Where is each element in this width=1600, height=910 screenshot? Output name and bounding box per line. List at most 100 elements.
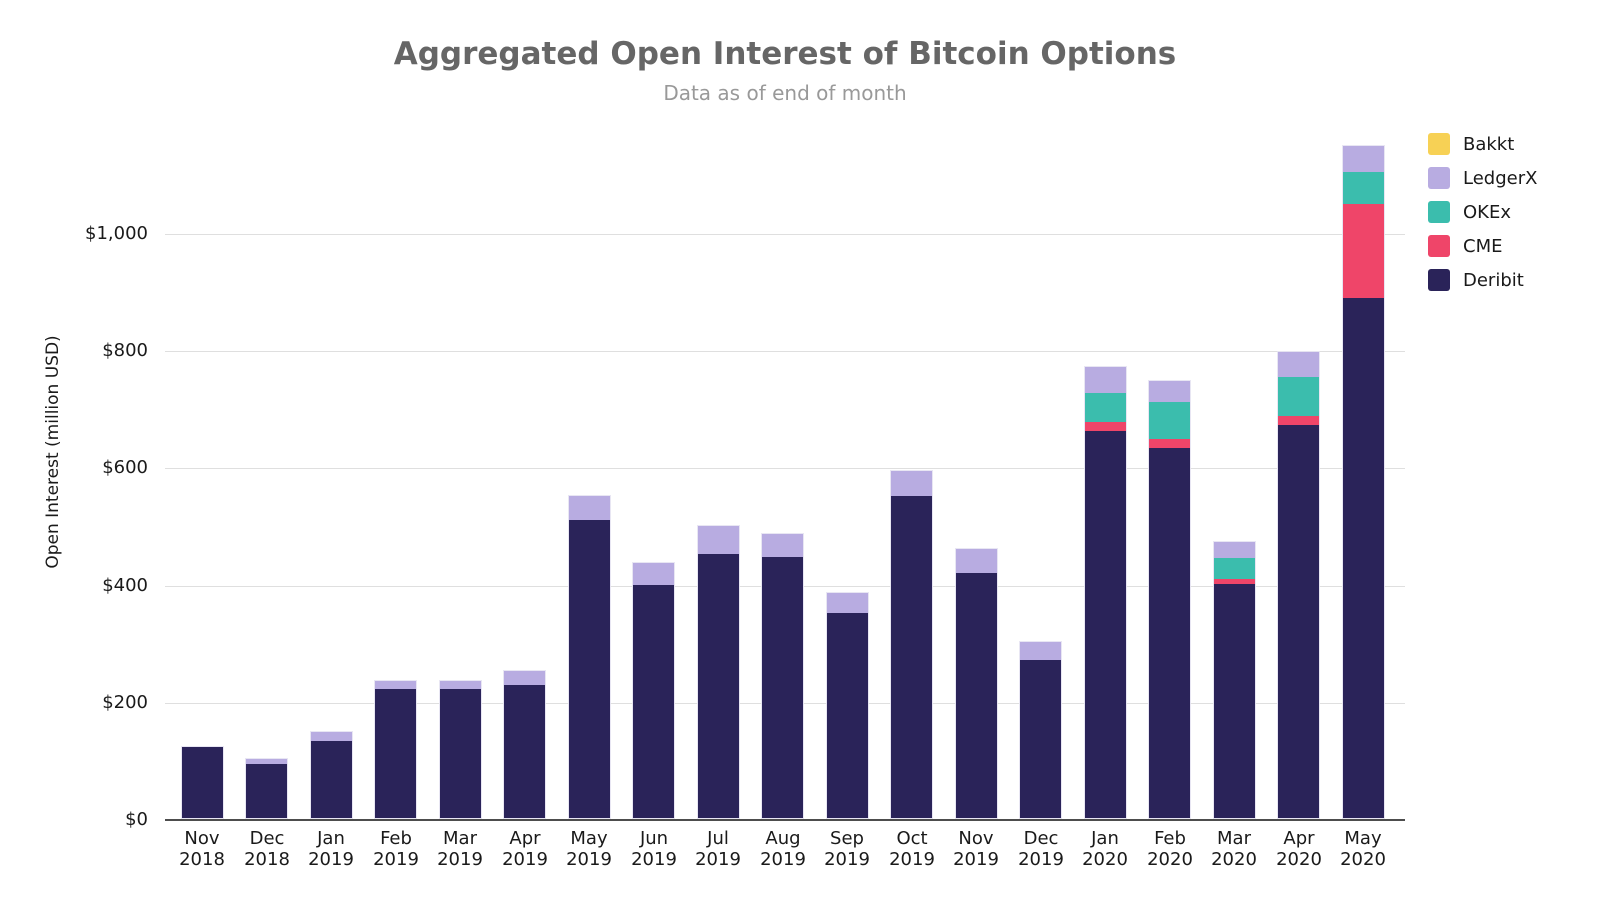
bar-segment-deribit[interactable] bbox=[1214, 584, 1255, 818]
bar-stack[interactable] bbox=[310, 731, 353, 819]
x-tick-label: Jul 2019 bbox=[676, 828, 760, 870]
bar-segment-ledgerx[interactable] bbox=[246, 759, 287, 764]
chart-subtitle: Data as of end of month bbox=[663, 81, 907, 105]
bar-segment-deribit[interactable] bbox=[246, 764, 287, 818]
bar-stack[interactable] bbox=[1148, 380, 1191, 819]
bar-stack[interactable] bbox=[1342, 145, 1385, 819]
bar-segment-ledgerx[interactable] bbox=[698, 526, 739, 554]
bar-stack[interactable] bbox=[1084, 366, 1127, 819]
x-tick-label: May 2019 bbox=[547, 828, 631, 870]
bar-segment-deribit[interactable] bbox=[504, 685, 545, 818]
bar-segment-ledgerx[interactable] bbox=[311, 732, 352, 741]
bar-segment-deribit[interactable] bbox=[633, 585, 674, 818]
x-tick-label-line: 2019 bbox=[953, 849, 999, 870]
bar-segment-ledgerx[interactable] bbox=[1149, 381, 1190, 402]
legend-label: LedgerX bbox=[1463, 167, 1538, 189]
x-tick-label-line: 2019 bbox=[566, 849, 612, 870]
bar-stack[interactable] bbox=[1019, 641, 1062, 819]
bar-segment-deribit[interactable] bbox=[311, 741, 352, 818]
bar-segment-ledgerx[interactable] bbox=[827, 593, 868, 613]
bar-stack[interactable] bbox=[568, 495, 611, 819]
bar-stack[interactable] bbox=[374, 680, 417, 819]
bar-segment-ledgerx[interactable] bbox=[956, 549, 997, 573]
bar-segment-deribit[interactable] bbox=[1278, 425, 1319, 818]
bar-stack[interactable] bbox=[245, 758, 288, 819]
bar-segment-okex[interactable] bbox=[1214, 558, 1255, 579]
bar-segment-cme[interactable] bbox=[1278, 416, 1319, 425]
bar-segment-okex[interactable] bbox=[1085, 393, 1126, 422]
legend-color-swatch-icon bbox=[1428, 269, 1450, 291]
x-tick-label-line: Jan bbox=[1091, 828, 1119, 849]
y-axis-title: Open Interest (million USD) bbox=[43, 335, 63, 569]
plot-area bbox=[165, 120, 1405, 821]
x-tick-label-line: 2020 bbox=[1276, 849, 1322, 870]
bar-stack[interactable] bbox=[1213, 541, 1256, 819]
bar-stack[interactable] bbox=[1277, 351, 1320, 819]
bar-segment-ledgerx[interactable] bbox=[1278, 352, 1319, 377]
bar-segment-okex[interactable] bbox=[1149, 402, 1190, 439]
x-tick-label: May 2020 bbox=[1321, 828, 1405, 870]
bar-stack[interactable] bbox=[439, 680, 482, 819]
legend-item-cme[interactable]: CME bbox=[1428, 235, 1537, 257]
legend-item-okex[interactable]: OKEx bbox=[1428, 201, 1537, 223]
bar-segment-ledgerx[interactable] bbox=[1214, 542, 1255, 558]
bar-stack[interactable] bbox=[697, 525, 740, 819]
bar-segment-ledgerx[interactable] bbox=[633, 563, 674, 585]
bar-segment-ledgerx[interactable] bbox=[762, 534, 803, 557]
bar-segment-deribit[interactable] bbox=[182, 747, 223, 818]
bar-segment-ledgerx[interactable] bbox=[1085, 367, 1126, 393]
x-tick-label-line: May bbox=[1344, 828, 1382, 849]
x-tick-label-line: 2020 bbox=[1211, 849, 1257, 870]
bar-segment-ledgerx[interactable] bbox=[1343, 146, 1384, 172]
bar-stack[interactable] bbox=[632, 562, 675, 819]
bar-segment-ledgerx[interactable] bbox=[1020, 642, 1061, 660]
bar-segment-ledgerx[interactable] bbox=[440, 681, 481, 689]
bar-segment-deribit[interactable] bbox=[827, 613, 868, 818]
bar-stack[interactable] bbox=[955, 548, 998, 819]
x-tick-label-line: 2019 bbox=[373, 849, 419, 870]
bar-segment-deribit[interactable] bbox=[440, 689, 481, 818]
bar-segment-deribit[interactable] bbox=[698, 554, 739, 818]
legend-item-bakkt[interactable]: Bakkt bbox=[1428, 133, 1537, 155]
x-tick-label: Mar 2019 bbox=[418, 828, 502, 870]
bar-stack[interactable] bbox=[826, 592, 869, 819]
bar-segment-cme[interactable] bbox=[1214, 579, 1255, 584]
bar-segment-ledgerx[interactable] bbox=[504, 671, 545, 685]
bar-segment-ledgerx[interactable] bbox=[569, 496, 610, 520]
bar-segment-deribit[interactable] bbox=[375, 689, 416, 818]
x-tick-label-line: 2018 bbox=[244, 849, 290, 870]
legend-item-ledgerx[interactable]: LedgerX bbox=[1428, 167, 1537, 189]
bar-segment-deribit[interactable] bbox=[1149, 448, 1190, 818]
x-tick-label-line: 2019 bbox=[695, 849, 741, 870]
bar-segment-okex[interactable] bbox=[1343, 172, 1384, 204]
bar-segment-deribit[interactable] bbox=[891, 496, 932, 818]
x-tick-label-line: Dec bbox=[1023, 828, 1059, 849]
bar-segment-deribit[interactable] bbox=[1020, 660, 1061, 818]
bar-segment-okex[interactable] bbox=[1278, 377, 1319, 416]
bar-segment-cme[interactable] bbox=[1085, 422, 1126, 431]
bar-stack[interactable] bbox=[890, 470, 933, 819]
bar-stack[interactable] bbox=[181, 746, 224, 819]
bar-segment-cme[interactable] bbox=[1149, 439, 1190, 448]
bar-segment-deribit[interactable] bbox=[1343, 298, 1384, 818]
x-tick-label: Mar 2020 bbox=[1192, 828, 1276, 870]
bar-segment-ledgerx[interactable] bbox=[375, 681, 416, 689]
bar-segment-ledgerx[interactable] bbox=[891, 471, 932, 496]
bar-segment-cme[interactable] bbox=[1343, 204, 1384, 298]
x-tick-label: Sep 2019 bbox=[805, 828, 889, 870]
x-tick-label-line: Oct bbox=[896, 828, 928, 849]
bar-stack[interactable] bbox=[761, 533, 804, 819]
x-tick-label-line: 2019 bbox=[889, 849, 935, 870]
bar-segment-deribit[interactable] bbox=[569, 520, 610, 818]
x-tick-label: Nov 2018 bbox=[160, 828, 244, 870]
x-tick-label: Nov 2019 bbox=[934, 828, 1018, 870]
legend-item-deribit[interactable]: Deribit bbox=[1428, 269, 1537, 291]
bar-stack[interactable] bbox=[503, 670, 546, 819]
legend-label: CME bbox=[1463, 235, 1503, 257]
bar-segment-deribit[interactable] bbox=[762, 557, 803, 818]
legend-label: Deribit bbox=[1463, 269, 1524, 291]
bar-segment-deribit[interactable] bbox=[1085, 431, 1126, 818]
x-tick-label: Feb 2019 bbox=[354, 828, 438, 870]
x-tick-label-line: Nov bbox=[184, 828, 220, 849]
bar-segment-deribit[interactable] bbox=[956, 573, 997, 818]
